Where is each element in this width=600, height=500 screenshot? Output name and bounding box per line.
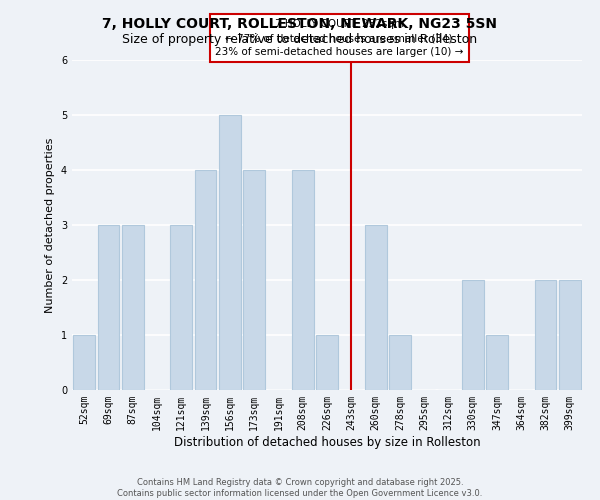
Bar: [194, 170, 217, 390]
Bar: [97, 225, 119, 390]
Bar: [170, 225, 192, 390]
Text: 7 HOLLY COURT: 252sqm
← 77% of detached houses are smaller (34)
23% of semi-deta: 7 HOLLY COURT: 252sqm ← 77% of detached …: [215, 19, 463, 57]
Bar: [122, 225, 143, 390]
Bar: [73, 335, 95, 390]
X-axis label: Distribution of detached houses by size in Rolleston: Distribution of detached houses by size …: [173, 436, 481, 448]
Bar: [389, 335, 411, 390]
Bar: [243, 170, 265, 390]
Bar: [486, 335, 508, 390]
Bar: [219, 115, 241, 390]
Text: Contains HM Land Registry data © Crown copyright and database right 2025.
Contai: Contains HM Land Registry data © Crown c…: [118, 478, 482, 498]
Bar: [462, 280, 484, 390]
Text: Size of property relative to detached houses in Rolleston: Size of property relative to detached ho…: [122, 32, 478, 46]
Y-axis label: Number of detached properties: Number of detached properties: [46, 138, 55, 312]
Bar: [365, 225, 386, 390]
Bar: [316, 335, 338, 390]
Bar: [559, 280, 581, 390]
Bar: [292, 170, 314, 390]
Text: 7, HOLLY COURT, ROLLESTON, NEWARK, NG23 5SN: 7, HOLLY COURT, ROLLESTON, NEWARK, NG23 …: [103, 18, 497, 32]
Bar: [535, 280, 556, 390]
